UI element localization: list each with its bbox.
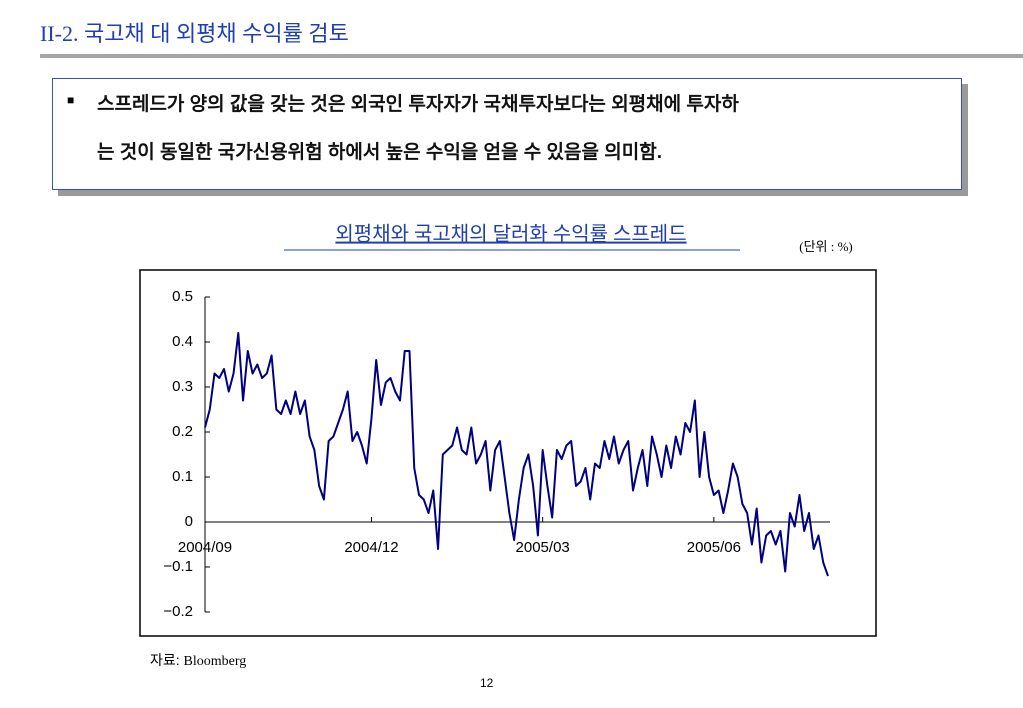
bullet-line: 는 것이 동일한 국가신용위험 하에서 높은 수익을 얻을 수 있음을 의미함.	[97, 142, 662, 163]
y-tick-label: 0.5	[172, 288, 193, 305]
x-tick-label: 2004/09	[178, 539, 232, 556]
chart-frame	[139, 269, 877, 637]
y-tick-label: 0.1	[172, 468, 193, 485]
bullet-mark: ■	[67, 93, 75, 107]
y-tick-label: 0.2	[172, 423, 193, 440]
y-tick-label: −0.1	[163, 558, 193, 575]
title-rule	[40, 54, 1023, 58]
bullet-box: ■ 스프레드가 양의 값을 갖는 것은 외국인 투자자가 국채투자보다는 외평채…	[52, 78, 962, 190]
source: 자료: Bloomberg	[150, 650, 246, 670]
page-number: 12	[480, 676, 494, 690]
source-label: 자료:	[150, 652, 180, 668]
x-tick-label: 2004/12	[344, 539, 398, 556]
y-tick-label: 0.4	[172, 333, 193, 350]
y-tick-label: −0.2	[163, 603, 193, 620]
unit-note: (단위 : %)	[799, 239, 853, 254]
slide-title: II-2. 국고채 대 외평채 수익률 검토	[40, 21, 349, 46]
x-tick-label: 2005/06	[687, 539, 741, 556]
bullet-line: 스프레드가 양의 값을 갖는 것은 외국인 투자자가 국채투자보다는 외평채에 …	[97, 94, 739, 115]
chart-title: 외평채와 국고채의 달러화 수익률 스프레드	[335, 223, 686, 246]
x-tick-label: 2005/03	[516, 539, 570, 556]
y-tick-label: 0.3	[172, 378, 193, 395]
y-tick-label: 0	[185, 513, 193, 530]
spread-line	[204, 332, 829, 577]
source-name: Bloomberg	[183, 654, 247, 669]
